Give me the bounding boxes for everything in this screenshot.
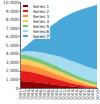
svg-text:2003: 2003 bbox=[66, 90, 72, 101]
svg-text:Series 4: Series 4 bbox=[33, 18, 50, 24]
svg-text:Series 7: Series 7 bbox=[33, 34, 50, 39]
svg-text:2,000: 2,000 bbox=[6, 68, 19, 73]
svg-text:Series 5: Series 5 bbox=[33, 23, 50, 29]
svg-text:2008: 2008 bbox=[86, 90, 92, 101]
svg-text:10,000: 10,000 bbox=[3, 0, 19, 5]
svg-text:Series 3: Series 3 bbox=[33, 13, 50, 19]
svg-text:Series 6: Series 6 bbox=[33, 28, 50, 34]
svg-text:9,000: 9,000 bbox=[6, 9, 19, 14]
svg-text:1999: 1999 bbox=[50, 90, 56, 101]
svg-text:2001: 2001 bbox=[58, 90, 64, 101]
svg-text:3,000: 3,000 bbox=[6, 60, 19, 65]
svg-text:Series 2: Series 2 bbox=[33, 8, 50, 14]
svg-text:4,000: 4,000 bbox=[6, 51, 19, 56]
svg-text:2006: 2006 bbox=[78, 90, 84, 101]
svg-text:8,000: 8,000 bbox=[6, 17, 19, 22]
svg-text:2005: 2005 bbox=[74, 90, 80, 101]
svg-text:2010: 2010 bbox=[95, 90, 100, 101]
svg-text:1,000: 1,000 bbox=[6, 77, 19, 82]
svg-text:Series 1: Series 1 bbox=[33, 3, 50, 9]
svg-text:1997: 1997 bbox=[42, 90, 48, 101]
svg-text:2009: 2009 bbox=[90, 90, 96, 101]
svg-text:6,000: 6,000 bbox=[6, 34, 19, 39]
svg-text:2002: 2002 bbox=[62, 90, 68, 101]
svg-text:7,000: 7,000 bbox=[6, 26, 19, 31]
svg-text:1998: 1998 bbox=[46, 90, 52, 101]
svg-text:1991: 1991 bbox=[18, 90, 24, 101]
svg-text:1993: 1993 bbox=[26, 90, 32, 101]
svg-text:5,000: 5,000 bbox=[6, 43, 19, 48]
svg-text:1994: 1994 bbox=[30, 90, 36, 101]
svg-text:1992: 1992 bbox=[22, 90, 28, 101]
svg-text:0: 0 bbox=[16, 86, 19, 91]
svg-text:2000: 2000 bbox=[54, 90, 60, 101]
svg-text:1995: 1995 bbox=[34, 90, 40, 101]
svg-text:2007: 2007 bbox=[82, 90, 88, 101]
svg-text:1996: 1996 bbox=[38, 90, 44, 101]
svg-text:2004: 2004 bbox=[70, 90, 76, 101]
